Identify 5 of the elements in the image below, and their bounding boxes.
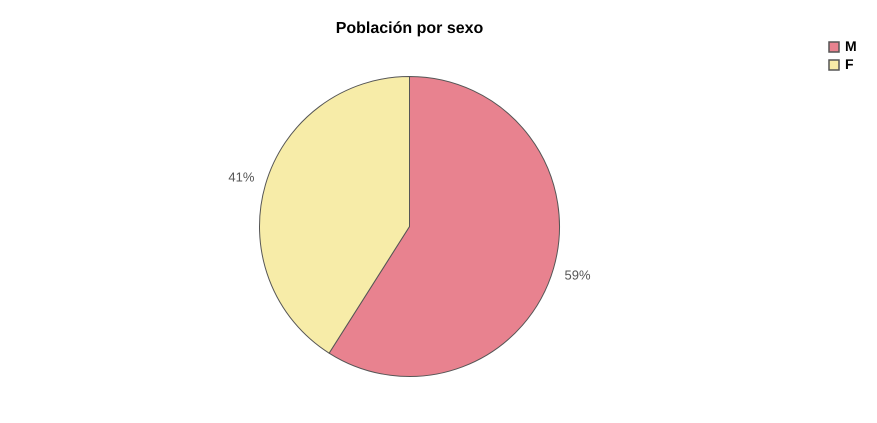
data-label: 41%	[228, 170, 255, 185]
legend-label: M	[845, 38, 857, 54]
chart-title: Población por sexo	[336, 20, 484, 37]
legend-label: F	[845, 56, 854, 72]
data-label: 59%	[564, 267, 591, 282]
